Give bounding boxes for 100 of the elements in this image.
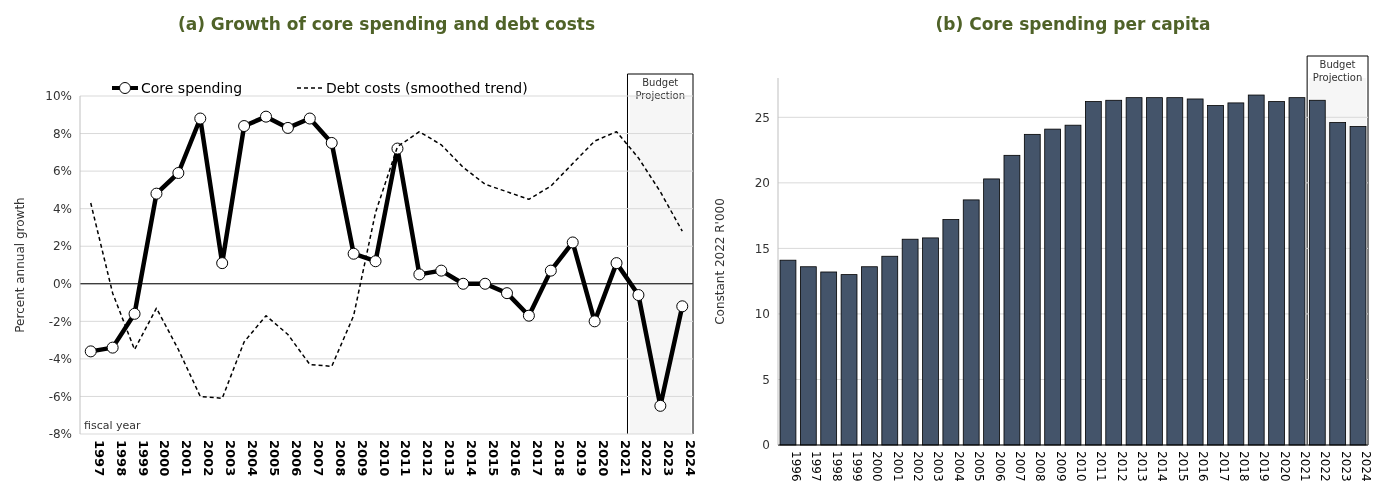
point <box>150 187 163 200</box>
x-tick-label: 2013 <box>1135 451 1150 482</box>
x-tick-label: 2003 <box>931 451 946 482</box>
x-tick-label: 2024 <box>1359 451 1374 482</box>
x-tick-label: 2004 <box>951 451 966 482</box>
x-tick-label: 2024 <box>683 440 699 477</box>
x-tick-label: 2016 <box>508 440 523 477</box>
point <box>632 289 645 302</box>
x-tick-label: 2017 <box>529 440 545 477</box>
x-tick-label: 2019 <box>573 440 589 477</box>
point <box>347 247 360 260</box>
chart-title: (b) Core spending per capita <box>935 14 1211 34</box>
x-tick-label: 2012 <box>420 440 436 477</box>
x-tick-label: 2005 <box>972 451 987 482</box>
y-tick-label: 6% <box>52 164 72 179</box>
x-tick-label: 2020 <box>595 440 611 477</box>
x-tick-label: 2007 <box>310 440 326 477</box>
x-tick-label: 2023 <box>1338 451 1353 482</box>
x-tick-label: 1999 <box>135 440 151 477</box>
y-tick-label: -8% <box>48 427 72 442</box>
legend-label: Core spending <box>141 79 243 96</box>
point <box>369 255 382 268</box>
x-tick-label: 2014 <box>464 440 480 477</box>
y-tick-label: 25 <box>754 110 770 125</box>
x-tick-label: 2000 <box>870 451 885 482</box>
legend-label: Debt costs (smoothed trend) <box>326 79 528 96</box>
annotation: fiscal year <box>84 419 142 432</box>
y-tick-label: 4% <box>52 201 72 216</box>
x-tick-label: 2009 <box>1053 451 1068 482</box>
point <box>610 257 623 270</box>
x-tick-label: 2007 <box>1012 451 1027 482</box>
x-tick-label: 2009 <box>354 440 370 477</box>
x-tick-label: 2000 <box>157 440 173 477</box>
point <box>544 264 557 277</box>
x-tick-label: 2018 <box>551 440 567 477</box>
x-tick-label: 1997 <box>809 451 824 482</box>
point <box>654 399 667 412</box>
point <box>194 112 207 125</box>
x-tick-label: 2006 <box>288 440 304 477</box>
x-tick-label: 2004 <box>245 440 261 477</box>
x-tick-label: 1999 <box>850 451 865 482</box>
point <box>303 112 316 125</box>
x-tick-label: 2014 <box>1155 451 1170 482</box>
x-tick-label: 2005 <box>267 440 282 477</box>
y-tick-label: 10 <box>754 307 770 322</box>
x-tick-label: 2006 <box>992 451 1007 482</box>
y-tick-label: -4% <box>48 352 72 367</box>
x-tick-label: 2002 <box>911 451 926 482</box>
y-tick-label: 5 <box>762 372 770 387</box>
x-tick-label: 1997 <box>91 440 107 477</box>
point <box>260 110 272 123</box>
point <box>435 264 448 277</box>
x-tick-label: 2011 <box>1094 451 1109 482</box>
band-label: Budget Projection <box>635 77 685 101</box>
point <box>479 277 492 290</box>
x-tick-label: 2008 <box>1033 451 1048 482</box>
x-tick-label: 2018 <box>1236 451 1251 482</box>
x-tick-label: 2013 <box>442 440 458 477</box>
x-tick-label: 1998 <box>829 451 844 482</box>
y-axis-title: Constant 2022 R'000 <box>713 198 727 325</box>
y-axis-title: Percent annual growth <box>13 197 27 333</box>
y-tick-label: 0 <box>762 438 770 453</box>
x-tick-label: 2010 <box>376 440 392 477</box>
x-tick-label: 2001 <box>890 451 905 482</box>
y-tick-label: 20 <box>754 176 770 191</box>
x-tick-label: 2017 <box>1216 451 1231 482</box>
point <box>172 166 185 179</box>
y-tick-label: -2% <box>48 314 72 329</box>
chart-title: (a) Growth of core spending and debt costs <box>177 14 596 34</box>
x-tick-label: 2019 <box>1257 451 1272 482</box>
x-tick-label: 2015 <box>486 440 502 477</box>
x-tick-label: 2021 <box>1297 451 1312 482</box>
y-tick-label: 8% <box>52 126 72 141</box>
x-tick-label: 2011 <box>398 440 414 477</box>
band-label: Budget Projection <box>1312 59 1363 83</box>
x-tick-label: 2003 <box>223 440 239 477</box>
x-tick-label: 2012 <box>1114 451 1129 482</box>
y-tick-label: 15 <box>754 241 770 256</box>
x-tick-label: 2022 <box>1318 451 1333 482</box>
point <box>522 309 535 322</box>
point <box>457 277 470 290</box>
point <box>281 121 294 134</box>
x-tick-label: 2002 <box>201 440 217 477</box>
y-tick-label: 0% <box>52 276 72 291</box>
point <box>216 257 229 270</box>
y-tick-label: 10% <box>45 89 72 104</box>
point <box>106 341 119 354</box>
x-tick-label: 2015 <box>1175 451 1190 482</box>
y-tick-label: 2% <box>52 239 72 254</box>
point <box>325 136 338 149</box>
x-tick-label: 2022 <box>639 440 655 477</box>
point <box>84 345 97 358</box>
x-tick-label: 2001 <box>179 440 195 477</box>
x-tick-label: 2023 <box>661 440 677 477</box>
point <box>128 307 141 320</box>
point <box>413 268 426 281</box>
point <box>238 120 251 133</box>
x-tick-label: 2010 <box>1074 451 1088 482</box>
x-tick-label: 2020 <box>1277 451 1292 482</box>
x-tick-label: 1998 <box>113 440 129 477</box>
